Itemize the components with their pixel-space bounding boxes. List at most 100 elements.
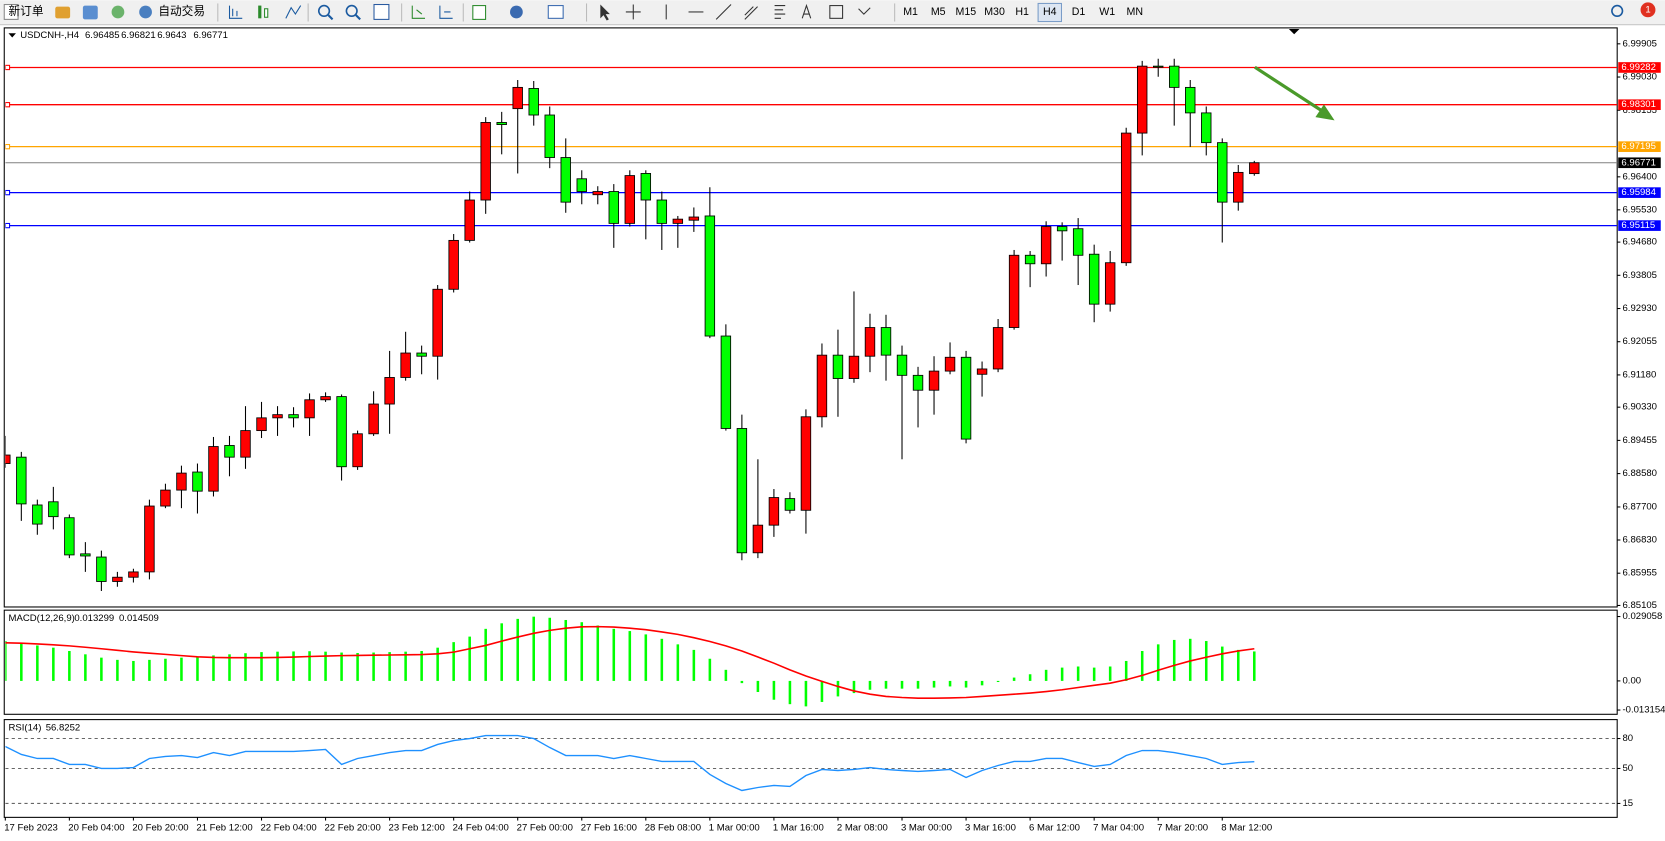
line-chart-icon[interactable]: [285, 5, 302, 19]
zoom-out-icon[interactable]: [345, 4, 358, 18]
timeframe-button[interactable]: H4: [1043, 6, 1057, 18]
macd-bar: [548, 617, 552, 681]
autoscroll-icon[interactable]: [411, 5, 426, 19]
macd-bar: [372, 652, 375, 681]
timeframe-bar: M1 M5 M15 M30 H1 H4 D1 W1 MN: [903, 2, 1144, 23]
toolbar-icon[interactable]: [82, 5, 98, 20]
candle-body: [192, 471, 203, 492]
macd-bar: [1044, 669, 1048, 681]
candle-body: [5, 454, 11, 464]
toolbar-icon[interactable]: [55, 6, 71, 19]
macd-bar: [788, 680, 792, 705]
fibo-icon[interactable]: [774, 5, 786, 19]
last-price-bg: [1618, 157, 1661, 169]
x-tick-label: 24 Feb 04:00: [453, 823, 509, 834]
active-timeframe[interactable]: [1037, 2, 1063, 23]
zoom-in-icon[interactable]: [317, 4, 331, 18]
macd-bar: [196, 656, 199, 681]
text-icon[interactable]: [801, 3, 812, 19]
notification-count[interactable]: 1: [1645, 4, 1650, 15]
level-label-bg: [1618, 99, 1661, 111]
indicators-icon[interactable]: [472, 5, 487, 20]
y-tick-label: 6.89455: [1622, 435, 1657, 446]
channel-icon[interactable]: [744, 6, 758, 20]
candle-body: [160, 489, 171, 507]
candle-body: [1024, 254, 1036, 265]
label-icon[interactable]: [829, 5, 844, 19]
macd-bar: [836, 680, 840, 697]
symbol-label: USDCNH-,H4: [20, 30, 80, 41]
macd-bar: [996, 680, 1000, 683]
candle-body: [128, 571, 139, 578]
autotrade-icon[interactable]: [139, 5, 152, 19]
timeframe-button[interactable]: M15: [956, 6, 977, 18]
macd-bar: [612, 628, 616, 681]
macd-bar: [100, 657, 103, 681]
candle-body: [32, 504, 43, 525]
y-tick-label: 6.98155: [1622, 105, 1657, 116]
crosshair-icon[interactable]: [625, 4, 641, 20]
level-label: 6.97195: [1621, 141, 1656, 152]
macd-value: 0.013299: [74, 613, 114, 624]
macd-bar: [36, 645, 39, 681]
cursor-icon[interactable]: [600, 4, 610, 21]
level-handle[interactable]: [5, 222, 11, 229]
arrows-icon[interactable]: [858, 7, 871, 15]
zoom-in-icon[interactable]: [327, 14, 334, 21]
candle-body: [1056, 226, 1068, 232]
new-order-button[interactable]: 新订单: [9, 4, 44, 18]
notification-badge[interactable]: [1640, 2, 1656, 18]
level-handle[interactable]: [5, 64, 11, 71]
shift-icon[interactable]: [439, 5, 453, 19]
open-value: 6.96485: [85, 30, 120, 41]
y-tick-label: 6.91180: [1622, 369, 1656, 380]
candle-body: [688, 216, 700, 221]
candle-body: [512, 86, 523, 110]
candle-body: [448, 239, 459, 290]
x-tick-label: 1 Mar 16:00: [773, 823, 824, 834]
search-icon[interactable]: [1611, 4, 1624, 18]
toolbar-icon[interactable]: [111, 5, 125, 19]
x-tick-label: 3 Mar 16:00: [965, 823, 1016, 834]
macd-bar: [724, 669, 728, 681]
macd-bar: [596, 625, 600, 681]
level-handle[interactable]: [5, 102, 11, 108]
candle-body: [768, 497, 780, 526]
timeframe-button[interactable]: D1: [1072, 6, 1086, 18]
macd-bar: [1172, 639, 1176, 681]
macd-bar: [772, 680, 776, 700]
autotrade-button[interactable]: 自动交易: [158, 4, 205, 18]
templates-icon[interactable]: [547, 5, 564, 19]
level-handle[interactable]: [5, 189, 11, 196]
timeframe-button[interactable]: M30: [984, 6, 1005, 18]
new-order-icon[interactable]: [3, 3, 19, 20]
candle-icon[interactable]: [258, 5, 262, 19]
macd-bar: [1253, 651, 1256, 681]
tile-icon[interactable]: [373, 3, 390, 20]
level-handle[interactable]: [5, 144, 11, 150]
x-tick-label: 27 Feb 16:00: [581, 823, 637, 834]
candle-icon[interactable]: [264, 8, 269, 18]
rsi-plot: [5, 734, 1618, 804]
trendline-icon[interactable]: [715, 4, 732, 20]
candle-body: [784, 498, 796, 511]
periods-icon[interactable]: [510, 5, 523, 19]
shift-marker: [1288, 28, 1300, 35]
timeframe-button[interactable]: H1: [1015, 6, 1029, 18]
macd-bar: [388, 652, 391, 681]
timeframe-button[interactable]: MN: [1127, 6, 1144, 18]
bar-chart-icon[interactable]: [228, 5, 243, 19]
macd-bar: [68, 651, 71, 681]
candle-body: [304, 399, 315, 419]
macd-bar: [228, 654, 231, 681]
candle-body: [800, 416, 812, 511]
candle-body: [928, 370, 940, 391]
zoom-out-icon[interactable]: [355, 14, 361, 21]
timeframe-button[interactable]: M1: [903, 6, 918, 18]
timeframe-button[interactable]: W1: [1099, 6, 1115, 18]
macd-bar: [1236, 649, 1240, 681]
timeframe-button[interactable]: M5: [931, 6, 946, 18]
macd-bar: [932, 680, 936, 688]
macd-bar: [212, 655, 215, 681]
